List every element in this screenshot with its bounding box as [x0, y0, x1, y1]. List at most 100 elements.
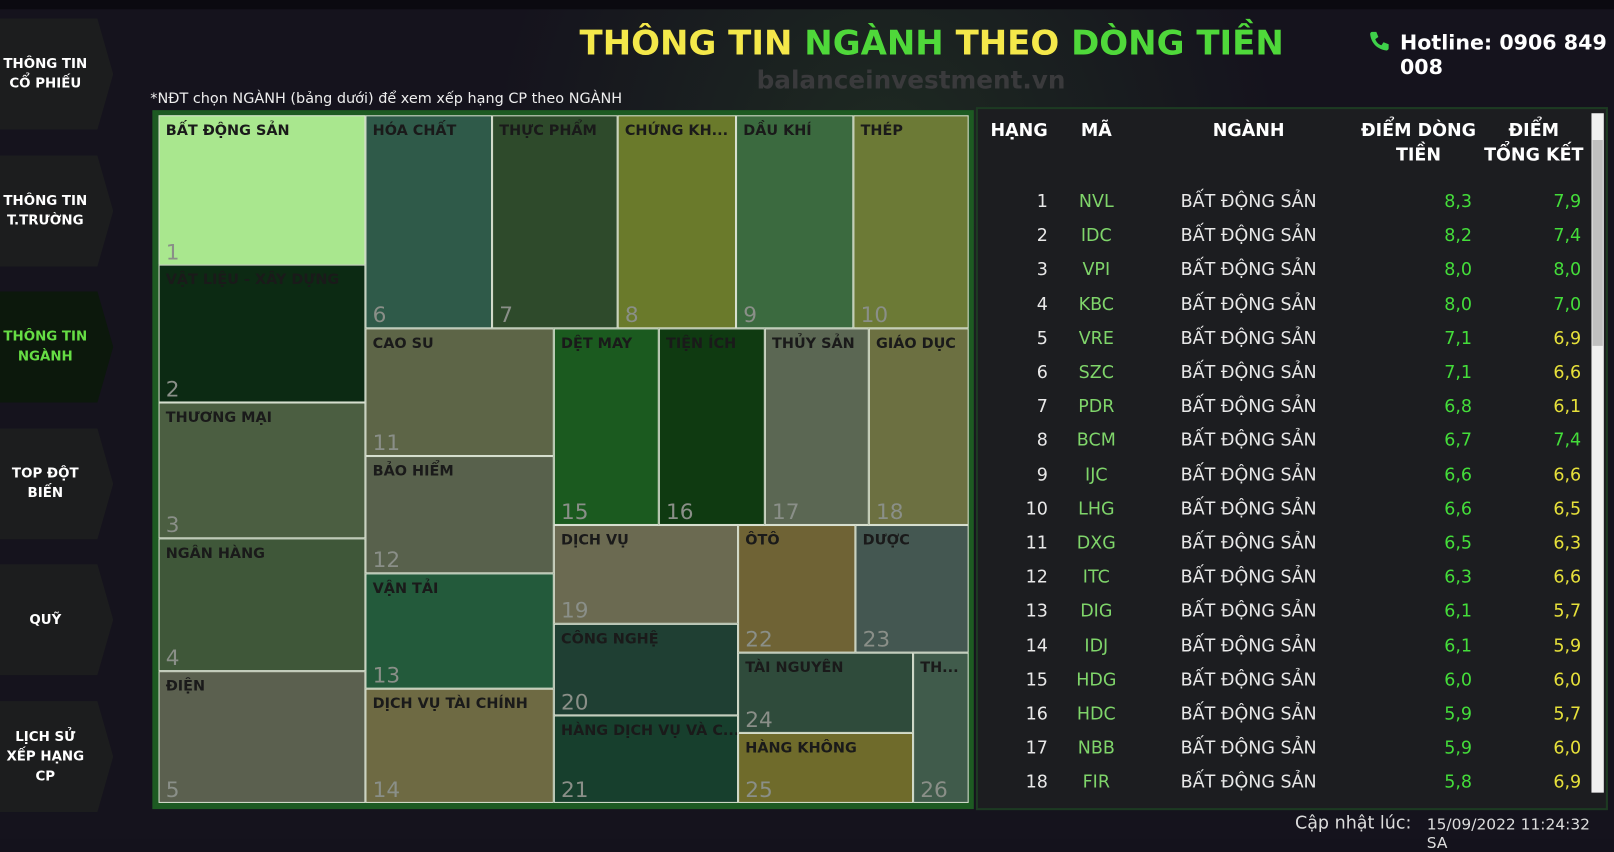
- table-cell: FIR: [1082, 772, 1111, 794]
- table-cell: 7,9: [1553, 191, 1582, 213]
- treemap-tile[interactable]: DẦU KHÍ 9: [736, 115, 854, 329]
- column-header: MÃ: [1080, 120, 1112, 142]
- tile-label: HÀNG KHÔNG: [745, 740, 857, 757]
- table-cell: IDC: [1080, 225, 1112, 247]
- nav-item[interactable]: TOP ĐỘT BIẾN: [0, 428, 114, 540]
- table-cell: 1: [1036, 191, 1048, 213]
- treemap-tile[interactable]: THÉP 10: [853, 115, 969, 329]
- treemap-tile[interactable]: VẬN TẢI 13: [365, 573, 554, 689]
- table-cell: VPI: [1082, 259, 1111, 281]
- table-cell: 13: [1025, 601, 1048, 623]
- scroll-thumb[interactable]: [1592, 139, 1603, 346]
- table-cell: 5,9: [1444, 704, 1473, 725]
- table-cell: 6,6: [1553, 362, 1582, 383]
- treemap-tile[interactable]: HÀNG KHÔNG 25: [738, 732, 914, 803]
- page-title: THÔNG TIN NGÀNH THEO DÒNG TIỀN: [580, 23, 1284, 63]
- table-cell: 18: [1025, 772, 1048, 794]
- treemap-tile[interactable]: ĐIỆN 5: [158, 671, 366, 803]
- tile-label: ÔTÔ: [745, 532, 780, 549]
- treemap-tile[interactable]: TIỆN ÍCH 16: [658, 328, 765, 525]
- treemap-tile[interactable]: THỦY SẢN 17: [764, 328, 869, 525]
- tile-rank: 7: [499, 302, 514, 328]
- treemap-tile[interactable]: TÀI NGUYÊN 24: [738, 652, 914, 733]
- treemap-tile[interactable]: CAO SU 11: [365, 328, 554, 457]
- table-cell: BẤT ĐỘNG SẢN: [1180, 567, 1317, 588]
- tile-rank: 3: [165, 512, 180, 538]
- tile-rank: 13: [372, 662, 401, 688]
- table-cell: DIG: [1080, 601, 1113, 623]
- tile-rank: 1: [165, 239, 180, 265]
- table-cell: 5,9: [1553, 635, 1582, 657]
- scrollbar[interactable]: [1591, 113, 1604, 793]
- tile-rank: 6: [372, 302, 387, 328]
- treemap-tile[interactable]: NGÂN HÀNG 4: [158, 538, 366, 672]
- table-cell: 14: [1025, 635, 1048, 657]
- table-cell: BẤT ĐỘNG SẢN: [1180, 738, 1317, 759]
- tile-rank: 22: [745, 626, 773, 652]
- table-cell: 7,4: [1553, 430, 1582, 452]
- tile-rank: 5: [165, 777, 180, 802]
- top-bar: [0, 0, 1614, 10]
- table-cell: 6,6: [1444, 499, 1473, 520]
- tile-rank: 17: [772, 499, 800, 524]
- nav-item[interactable]: THÔNG TIN T.TRƯỜNG: [0, 155, 114, 267]
- treemap-tile[interactable]: HÓA CHẤT 6: [365, 115, 493, 329]
- treemap-tile[interactable]: CHỨNG KH... 8: [617, 115, 737, 329]
- table-cell: 10: [1025, 499, 1048, 520]
- treemap-tile[interactable]: GIÁO DỤC 18: [868, 328, 969, 525]
- treemap-tile[interactable]: THƯƠNG MẠI 3: [158, 402, 366, 539]
- treemap-tile[interactable]: CÔNG NGHỆ 20: [553, 623, 739, 716]
- hotline[interactable]: Hotline: 0906 849 008: [1399, 29, 1607, 80]
- table-cell: 8,0: [1553, 259, 1582, 281]
- table-cell: 6,3: [1553, 533, 1582, 554]
- table-cell: PDR: [1078, 396, 1115, 418]
- tile-label: VẬN TẢI: [372, 580, 439, 598]
- watermark: balanceinvestment.vn: [756, 65, 1066, 95]
- title-part: DÒNG TIỀN: [1071, 22, 1284, 63]
- treemap-tile[interactable]: ÔTÔ 22: [738, 524, 856, 653]
- treemap-tile[interactable]: THỰC PHẨM 7: [492, 115, 618, 329]
- column-header: ĐIỂM TỔNG KẾT: [1484, 120, 1584, 166]
- table-cell: BẤT ĐỘNG SẢN: [1180, 704, 1317, 725]
- table-cell: 6,0: [1553, 738, 1582, 759]
- tile-label: THỰC PHẨM: [499, 122, 597, 139]
- title-part: THÔNG TIN: [579, 22, 793, 63]
- tile-label: NGÂN HÀNG: [165, 545, 265, 563]
- treemap-tile[interactable]: BẤT ĐỘNG SẢN 1: [158, 115, 366, 266]
- table-cell: 9: [1036, 464, 1048, 486]
- table-cell: BẤT ĐỘNG SẢN: [1180, 225, 1317, 247]
- table-cell: 8,0: [1444, 259, 1473, 281]
- treemap-tile[interactable]: DƯỢC 23: [855, 524, 969, 653]
- tile-label: CAO SU: [372, 335, 434, 353]
- phone-icon: [1370, 31, 1389, 51]
- treemap-tile[interactable]: DỆT MAY 15: [553, 328, 659, 525]
- treemap-tile[interactable]: VẬT LIỆU - XÂY DỰNG 2: [158, 264, 366, 403]
- table-cell: 16: [1025, 704, 1048, 725]
- table-cell: 6,8: [1444, 396, 1473, 418]
- treemap-tile[interactable]: HÀNG DỊCH VỤ VÀ C... 21: [553, 715, 739, 803]
- table-cell: 6,6: [1444, 464, 1473, 486]
- table-cell: 7,4: [1553, 225, 1582, 247]
- table-cell: DXG: [1076, 533, 1116, 554]
- tile-rank: 2: [165, 376, 180, 402]
- table-cell: 6: [1036, 362, 1048, 383]
- table-cell: 3: [1036, 259, 1048, 281]
- nav-item[interactable]: THÔNG TIN CỔ PHIẾU: [0, 18, 114, 130]
- nav-item[interactable]: THÔNG TIN NGÀNH: [0, 291, 114, 403]
- tile-label: THÉP: [860, 122, 903, 139]
- tile-rank: 20: [561, 689, 589, 715]
- tile-rank: 8: [624, 302, 639, 328]
- nav-item[interactable]: LỊCH SỬ XẾP HẠNG CP: [0, 701, 114, 813]
- table-cell: BẤT ĐỘNG SẢN: [1180, 259, 1317, 281]
- table-cell: 8: [1036, 430, 1048, 452]
- treemap-tile[interactable]: TH... 26: [913, 652, 969, 803]
- nav-item[interactable]: QUỸ: [0, 564, 114, 676]
- table-cell: KBC: [1078, 293, 1115, 315]
- table-cell: SZC: [1078, 362, 1114, 383]
- table-cell: BẤT ĐỘNG SẢN: [1180, 669, 1317, 691]
- treemap-tile[interactable]: DỊCH VỤ TÀI CHÍNH 14: [365, 688, 554, 803]
- treemap-tile[interactable]: BẢO HIỂM 12: [365, 456, 554, 574]
- treemap-tile[interactable]: DỊCH VỤ 19: [553, 524, 739, 624]
- tile-label: GIÁO DỤC: [876, 335, 956, 353]
